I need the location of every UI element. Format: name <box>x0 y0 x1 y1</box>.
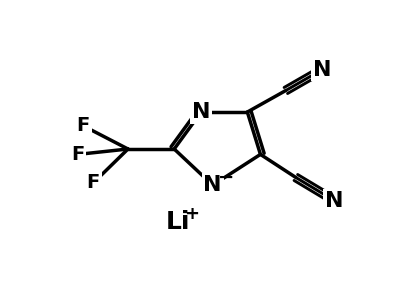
Text: F: F <box>71 145 84 164</box>
Text: N: N <box>313 60 331 80</box>
Text: −: − <box>218 168 235 187</box>
Text: +: + <box>184 206 200 223</box>
Text: N: N <box>325 191 344 211</box>
Text: Li: Li <box>166 210 190 234</box>
Text: F: F <box>77 117 90 135</box>
Text: F: F <box>87 173 100 192</box>
Text: N: N <box>204 175 222 195</box>
Text: N: N <box>192 102 210 122</box>
